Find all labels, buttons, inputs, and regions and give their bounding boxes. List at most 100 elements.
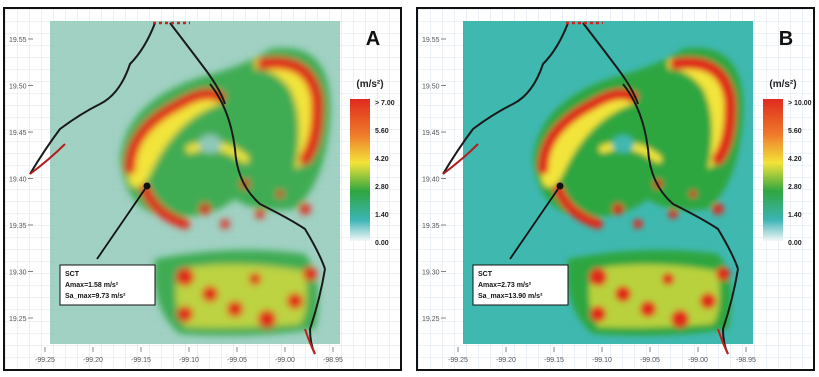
lat-tick-label: 19.40 bbox=[9, 177, 27, 184]
zone-red-west-arc bbox=[124, 88, 226, 175]
color-scale-bar bbox=[350, 99, 370, 241]
zone-red-spot bbox=[712, 203, 724, 215]
zone-red-south-spot bbox=[615, 286, 631, 302]
map-a: 19.55 19.50 19.45 19.40 19.35 19.30 19.25 -99.2… bbox=[5, 9, 400, 369]
zone-yellow-east bbox=[668, 57, 737, 169]
zone-red-south-spot bbox=[700, 293, 716, 309]
boundary-north bbox=[169, 22, 226, 105]
scale-label: 4.20 bbox=[788, 156, 802, 163]
zone-lake bbox=[612, 135, 634, 153]
zone-red-east-arc bbox=[257, 57, 324, 165]
zone-red-spot bbox=[220, 219, 230, 229]
zone-lake bbox=[199, 135, 221, 153]
zone-red-southwest bbox=[553, 184, 603, 229]
sct-point bbox=[556, 182, 564, 190]
lon-tick-label: -98.95 bbox=[736, 357, 756, 364]
boundary-west bbox=[442, 22, 569, 175]
lon-tick-label: -99.00 bbox=[275, 357, 295, 364]
sct-callout-line: SCT bbox=[65, 271, 80, 278]
zone-red-south-spot bbox=[589, 268, 607, 286]
lon-tick-label: -99.20 bbox=[83, 357, 103, 364]
color-scale-bar bbox=[763, 99, 783, 241]
sct-arrow bbox=[96, 188, 146, 260]
zone-red-south-spot bbox=[176, 268, 194, 286]
amplification-field bbox=[533, 47, 744, 336]
scale-label: 1.40 bbox=[375, 212, 389, 219]
lon-tick-label: -99.05 bbox=[227, 357, 247, 364]
zone-red-south-spot bbox=[249, 273, 261, 285]
zone-red-south-spot bbox=[671, 310, 689, 328]
lon-tick-label: -99.20 bbox=[496, 357, 516, 364]
lon-tick-label: -99.10 bbox=[179, 357, 199, 364]
scale-label: 1.40 bbox=[788, 212, 802, 219]
zone-red-spot bbox=[199, 203, 211, 215]
panel-a: 19.55 19.50 19.45 19.40 19.35 19.30 19.25 -99.2… bbox=[3, 7, 402, 371]
boundary-west-red bbox=[442, 143, 479, 175]
scale-label: 0.00 bbox=[375, 240, 389, 247]
sct-callout-box bbox=[472, 264, 569, 306]
lat-tick-label: 19.30 bbox=[422, 270, 440, 277]
sct-arrow bbox=[509, 188, 559, 260]
panel-letter: B bbox=[779, 28, 793, 50]
sct-callout-line: SCT bbox=[478, 271, 493, 278]
zone-red-spot bbox=[612, 203, 624, 215]
sct-callout-box bbox=[59, 264, 156, 306]
lat-tick-label: 19.45 bbox=[422, 130, 440, 137]
zone-red-south-spot bbox=[716, 267, 730, 281]
boundaries bbox=[442, 21, 739, 355]
boundary-east bbox=[209, 83, 326, 270]
scale-label: 2.80 bbox=[375, 184, 389, 191]
map-b: 19.55 19.50 19.45 19.40 19.35 19.30 19.25 -99.2… bbox=[418, 9, 813, 369]
lat-tick-label: 19.35 bbox=[9, 223, 27, 230]
scale-label: 2.80 bbox=[788, 184, 802, 191]
zone-yellow-south bbox=[176, 264, 307, 328]
scale-unit-label: (m/s²) bbox=[769, 79, 796, 90]
boundary-west bbox=[29, 22, 156, 175]
sct-callout-line: Amax=2.73 m/s² bbox=[478, 282, 532, 289]
lat-tick-label: 19.55 bbox=[422, 37, 440, 44]
zone-red-west-arc bbox=[537, 88, 639, 175]
zone-red-east-arc bbox=[670, 57, 737, 165]
zone-red-south-spot bbox=[640, 301, 656, 317]
lon-tick-label: -99.00 bbox=[688, 357, 708, 364]
boundary-north bbox=[582, 22, 639, 105]
boundary-east bbox=[622, 83, 739, 270]
scale-label: 5.60 bbox=[788, 128, 802, 135]
lon-tick-label: -99.05 bbox=[640, 357, 660, 364]
scale-label: 4.20 bbox=[375, 156, 389, 163]
zone-red-spot bbox=[668, 209, 678, 219]
lon-tick-label: -98.95 bbox=[323, 357, 343, 364]
zone-green-north bbox=[533, 47, 744, 217]
zone-yellow-west bbox=[125, 90, 220, 188]
scale-unit-label: (m/s²) bbox=[356, 79, 383, 90]
zone-red-south-spot bbox=[227, 301, 243, 317]
zone-red-south-spot bbox=[202, 286, 218, 302]
lat-tick-label: 19.50 bbox=[9, 84, 27, 91]
lon-tick-label: -99.25 bbox=[35, 357, 55, 364]
lat-tick-label: 19.25 bbox=[9, 316, 27, 323]
zone-red-south-spot bbox=[303, 267, 317, 281]
zone-red-spot bbox=[276, 190, 284, 198]
zone-red-spot bbox=[633, 219, 643, 229]
amplification-field bbox=[120, 47, 331, 336]
sct-point bbox=[143, 182, 151, 190]
lat-tick-label: 19.40 bbox=[422, 177, 440, 184]
lat-tick-label: 19.50 bbox=[422, 84, 440, 91]
lat-tick-label: 19.45 bbox=[9, 130, 27, 137]
scale-label: > 7.00 bbox=[375, 100, 395, 107]
zone-yellow-south bbox=[589, 264, 720, 328]
zone-red-south-spot bbox=[177, 306, 193, 322]
zone-red-south-spot bbox=[287, 293, 303, 309]
zone-red-south-spot bbox=[258, 310, 276, 328]
zone-red-south-spot bbox=[590, 306, 606, 322]
lon-tick-label: -99.15 bbox=[544, 357, 564, 364]
zone-red-spot bbox=[299, 203, 311, 215]
lon-tick-label: -99.10 bbox=[592, 357, 612, 364]
zone-red-southwest bbox=[140, 184, 190, 229]
lat-tick-label: 19.55 bbox=[9, 37, 27, 44]
boundary-southeast-red bbox=[717, 328, 729, 355]
zone-green-north bbox=[120, 47, 331, 217]
scale-label: 5.60 bbox=[375, 128, 389, 135]
lon-tick-label: -99.25 bbox=[448, 357, 468, 364]
boundary-southeast-red bbox=[304, 328, 316, 355]
